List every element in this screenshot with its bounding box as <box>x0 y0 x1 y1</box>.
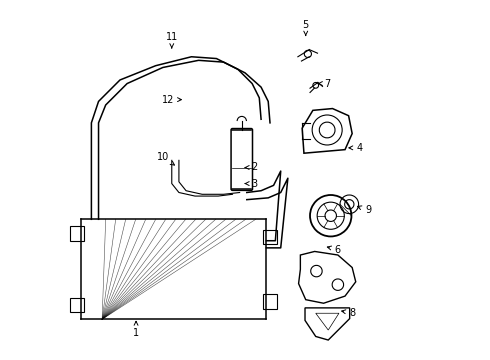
Text: 11: 11 <box>166 32 178 48</box>
Text: 8: 8 <box>342 308 355 318</box>
Text: 12: 12 <box>162 95 181 105</box>
Text: 1: 1 <box>133 321 139 338</box>
Text: 3: 3 <box>245 179 257 189</box>
Text: 9: 9 <box>358 205 371 215</box>
Text: 7: 7 <box>318 78 330 89</box>
Text: 6: 6 <box>327 245 341 255</box>
Text: 5: 5 <box>303 19 309 35</box>
Text: 4: 4 <box>349 143 363 153</box>
Text: 2: 2 <box>245 162 257 172</box>
Text: 10: 10 <box>157 152 174 165</box>
